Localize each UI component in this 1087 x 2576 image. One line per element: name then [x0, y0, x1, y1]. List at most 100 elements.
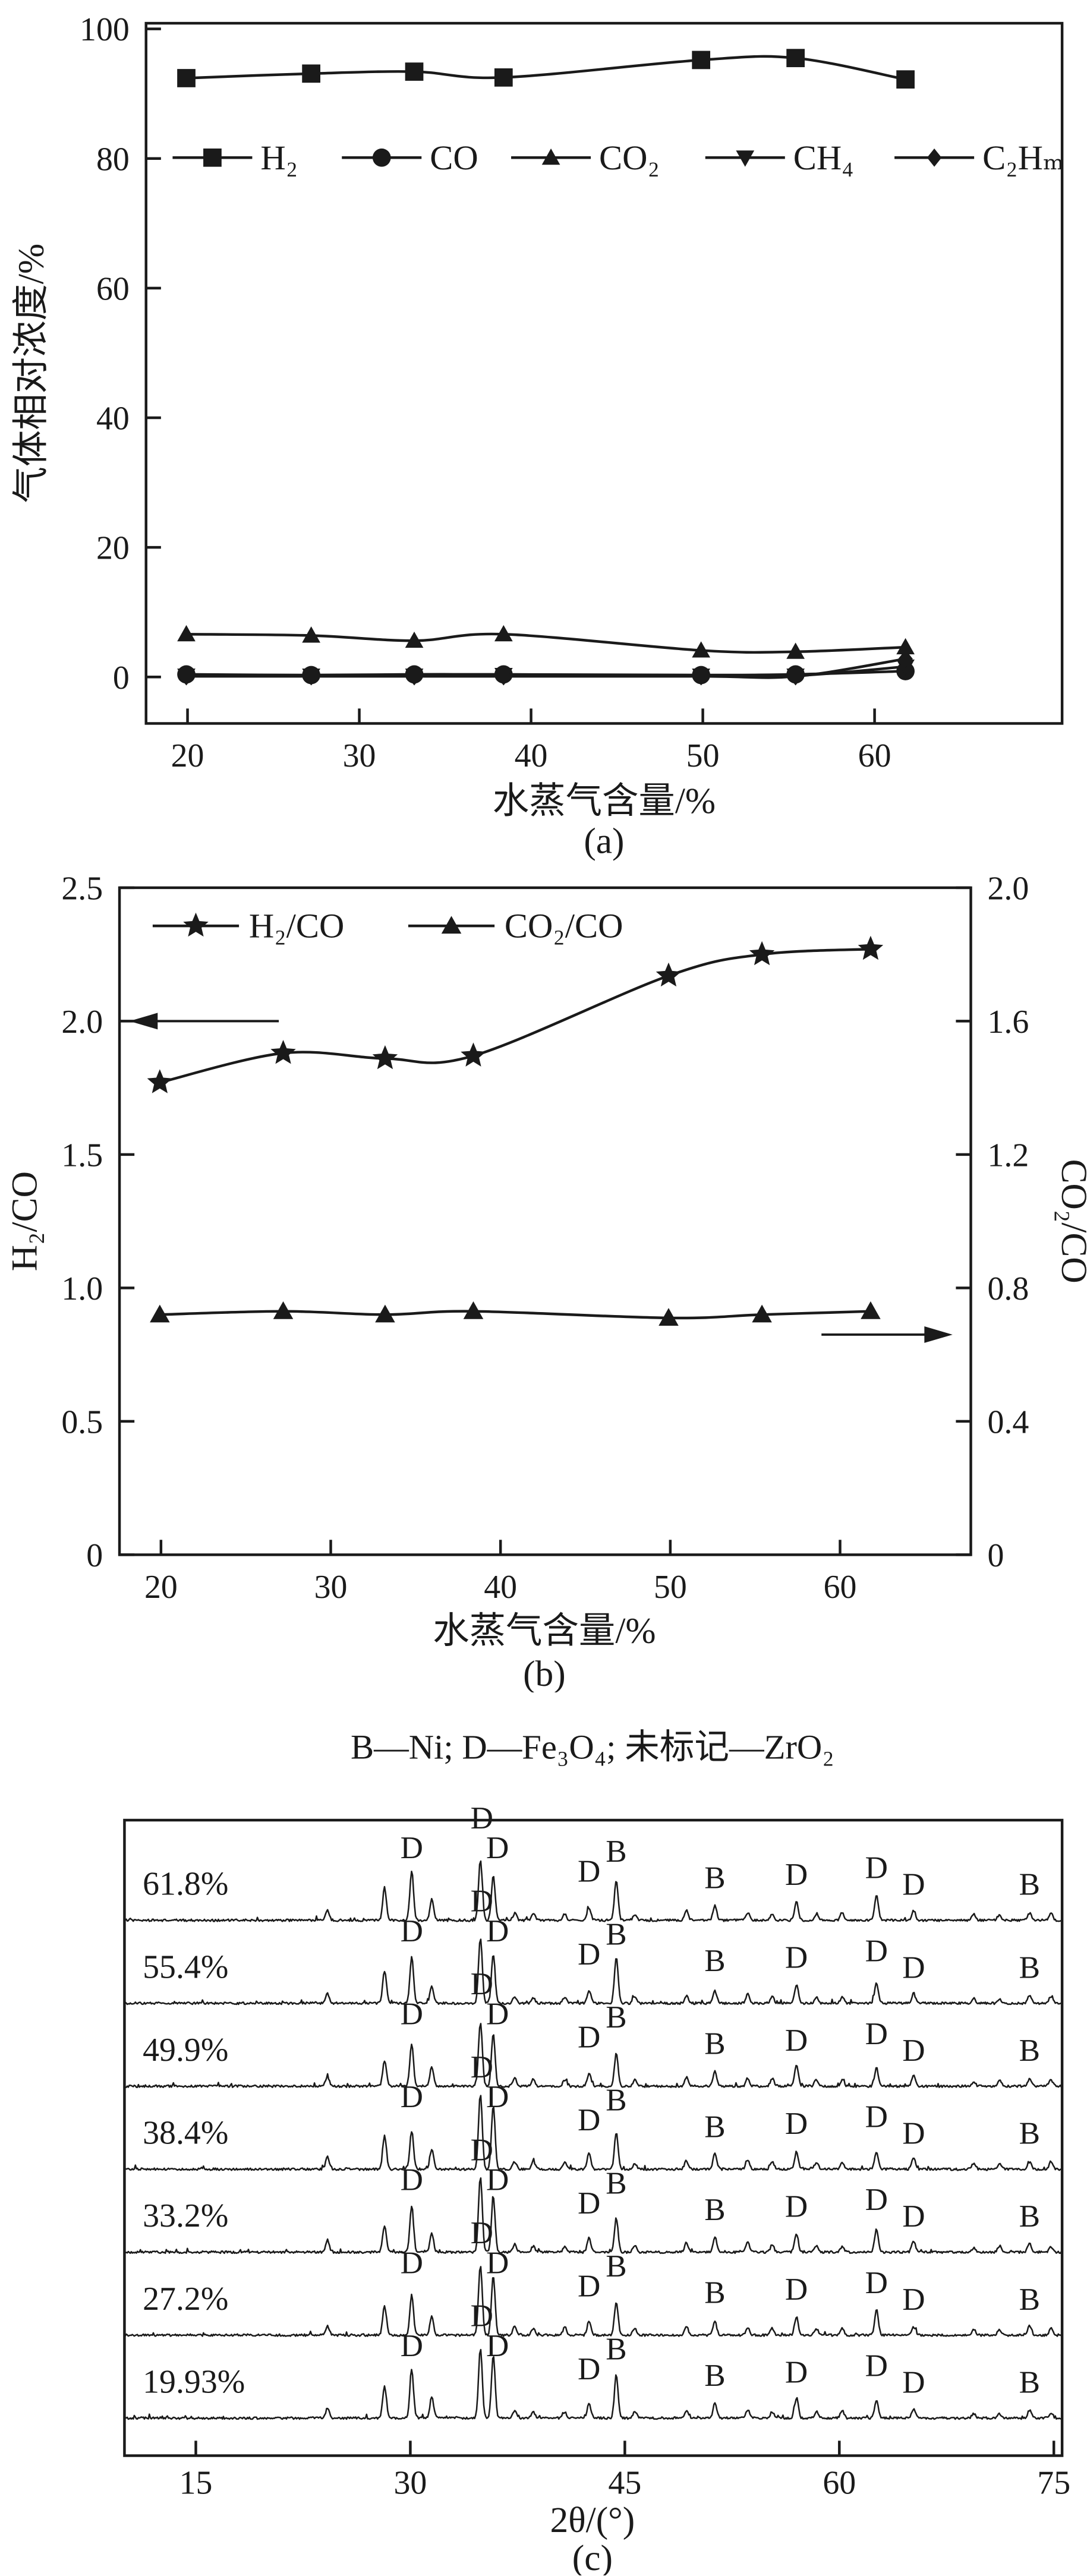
xrd-row-label: 33.2% — [143, 2197, 228, 2234]
peak-annotation: D — [401, 2246, 423, 2281]
peak-annotation: D — [471, 1967, 493, 2001]
peak-annotation: B — [1019, 2117, 1040, 2151]
x-tick-label: 30 — [394, 2465, 427, 2502]
right-y-tick-label: 0.4 — [987, 1404, 1029, 1440]
chart-a-plot-area: 20 30 40 50 60 0 20 40 60 80 100 H₂ CO CO₂ CH₄ C₂Hₘ — [80, 11, 1064, 774]
peak-annotation: D — [785, 2190, 808, 2224]
legend-item: CH₄ — [705, 138, 854, 177]
x-tick-label: 20 — [144, 1569, 178, 1606]
peak-annotation: D — [578, 2352, 600, 2386]
peak-annotation: D — [471, 1884, 493, 1919]
peak-annotation: B — [1019, 2366, 1040, 2400]
peak-annotation: B — [1019, 1950, 1040, 1985]
xrd-trace — [123, 2023, 1063, 2089]
peak-annotation: B — [704, 1944, 725, 1978]
y-tick-label: 40 — [96, 401, 130, 437]
xrd-row-label: 55.4% — [143, 1948, 228, 1985]
triangle-up-marker — [441, 916, 462, 934]
x-tick-label: 45 — [608, 2465, 641, 2502]
legend-item: H₂ — [172, 138, 298, 177]
triangle-up-marker — [273, 1301, 294, 1319]
peak-annotation: D — [785, 2107, 808, 2141]
left-y-tick-label: 2.5 — [61, 870, 103, 907]
xrd-trace — [123, 2348, 1063, 2420]
peak-annotation: D — [902, 1950, 925, 1985]
legend-label: H₂ — [260, 138, 298, 177]
chart-c-caption: (c) — [572, 2538, 613, 2575]
peak-annotation: D — [401, 1914, 423, 1948]
triangle-up-marker — [658, 1308, 679, 1326]
peak-annotation: D — [401, 2080, 423, 2114]
xrd-trace — [123, 1860, 1063, 1922]
circle-marker — [372, 148, 391, 167]
square-marker — [203, 148, 222, 167]
peak-annotation: D — [401, 1997, 423, 2032]
peak-annotation: D — [865, 2266, 888, 2300]
y-tick-label: 0 — [113, 660, 130, 696]
xrd-trace — [123, 2266, 1063, 2337]
x-tick-label: 15 — [179, 2465, 213, 2502]
diamond-marker — [304, 667, 319, 686]
triangle-up-marker — [494, 625, 513, 642]
peak-annotation: B — [1019, 2282, 1040, 2317]
xrd-row-label: 27.2% — [143, 2281, 228, 2318]
chart-b-right-y-axis-label: CO₂/CO — [1054, 1159, 1087, 1284]
peak-annotation: D — [865, 1851, 888, 1886]
left-arrow-head — [129, 1013, 158, 1030]
xrd-row-label: 49.9% — [143, 2032, 228, 2069]
square-marker — [896, 70, 915, 89]
peak-annotation: D — [865, 2017, 888, 2051]
diamond-marker — [496, 667, 511, 686]
peak-annotation: D — [902, 2366, 925, 2400]
peak-annotation: D — [785, 2023, 808, 2058]
legend-item: CO — [342, 138, 478, 177]
legend-label: CO₂ — [599, 138, 660, 177]
right-arrow-head — [924, 1326, 953, 1343]
diamond-marker — [694, 667, 708, 686]
peak-annotation: D — [578, 2103, 600, 2137]
peak-annotation: D — [471, 2133, 493, 2168]
peak-annotation: D — [471, 1801, 493, 1836]
x-tick-label: 30 — [314, 1569, 348, 1606]
chart-a-caption: (a) — [584, 821, 624, 861]
triangle-up-marker — [405, 631, 424, 648]
plot-frame — [123, 1818, 1064, 2457]
peak-annotation: D — [578, 1937, 600, 1972]
peak-annotation: B — [606, 2166, 626, 2200]
chart-b-caption: (b) — [523, 1654, 566, 1692]
peak-annotation: D — [578, 2186, 600, 2221]
triangle-up-marker — [692, 641, 711, 658]
chart-b-plot-area: 20 30 40 50 60 0 0.5 1.0 1.5 2.0 2.5 0 0.4 0.8 1.2 1.6 2… — [61, 870, 1029, 1606]
peak-annotation: D — [471, 2216, 493, 2250]
peak-annotation: B — [704, 1861, 725, 1896]
star-marker — [183, 912, 209, 937]
x-tick-label: 40 — [484, 1569, 517, 1606]
x-tick-label: 60 — [823, 2465, 856, 2502]
peak-annotation: D — [785, 1858, 808, 1892]
peak-annotation: B — [704, 2110, 725, 2145]
legend-label: CO — [430, 138, 478, 177]
triangle-up-marker — [541, 148, 560, 165]
left-y-tick-label: 2.0 — [61, 1004, 103, 1041]
peak-annotation: D — [401, 2163, 423, 2197]
peak-annotation: D — [401, 1831, 423, 1865]
triangle-up-marker — [177, 625, 196, 642]
xrd-row-label: 61.8% — [143, 1866, 228, 1903]
xrd-row-label: 38.4% — [143, 2115, 228, 2152]
chart-b-ratio-chart: 20 30 40 50 60 0 0.5 1.0 1.5 2.0 2.5 0 0.4 0.8 1.2 1.6 2… — [4, 870, 1087, 1692]
diamond-marker — [407, 667, 422, 686]
peak-annotation: D — [401, 2329, 423, 2363]
legend-item: CO₂ — [511, 138, 660, 177]
square-marker — [405, 62, 424, 81]
legend-label: CH₄ — [793, 138, 854, 177]
y-tick-label: 60 — [96, 270, 130, 307]
triangle-up-marker — [463, 1301, 484, 1319]
xrd-trace — [123, 2177, 1063, 2255]
chart-c-title: B—Ni; D—Fe₃O₄; 未标记—ZrO₂ — [351, 1728, 834, 1767]
peak-annotation: D — [486, 1914, 509, 1948]
peak-annotation: D — [902, 2199, 925, 2234]
y-tick-label: 20 — [96, 530, 130, 567]
peak-annotation: D — [578, 2020, 600, 2055]
x-tick-label: 40 — [515, 737, 548, 774]
chart-a-gas-concentration: 20 30 40 50 60 0 20 40 60 80 100 H₂ CO CO₂ CH₄ C₂Hₘ 气体相… — [11, 11, 1064, 861]
